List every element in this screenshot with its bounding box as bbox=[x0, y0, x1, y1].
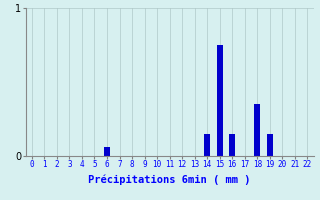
Bar bbox=[204, 134, 210, 156]
Bar bbox=[104, 147, 110, 156]
X-axis label: Précipitations 6min ( mm ): Précipitations 6min ( mm ) bbox=[88, 175, 251, 185]
Bar bbox=[254, 104, 260, 156]
Bar bbox=[229, 134, 235, 156]
Bar bbox=[217, 45, 223, 156]
Bar bbox=[267, 134, 273, 156]
